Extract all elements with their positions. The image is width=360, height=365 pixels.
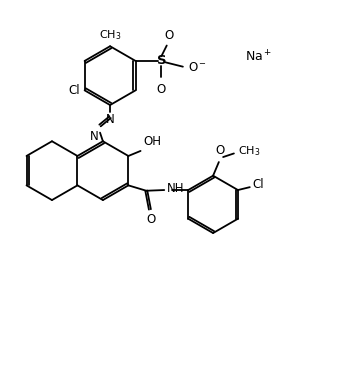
Text: CH$_3$: CH$_3$: [99, 28, 121, 42]
Text: Na$^+$: Na$^+$: [244, 50, 272, 65]
Text: O: O: [164, 29, 173, 42]
Text: O$^-$: O$^-$: [188, 61, 207, 74]
Text: CH$_3$: CH$_3$: [238, 145, 261, 158]
Text: NH: NH: [167, 182, 184, 195]
Text: O: O: [146, 213, 155, 226]
Text: O: O: [157, 83, 166, 96]
Text: Cl: Cl: [252, 178, 264, 191]
Text: OH: OH: [143, 135, 161, 148]
Text: S: S: [157, 54, 166, 68]
Text: O: O: [216, 144, 225, 157]
Text: N: N: [106, 113, 114, 126]
Text: Cl: Cl: [69, 84, 80, 97]
Text: N: N: [90, 130, 98, 143]
